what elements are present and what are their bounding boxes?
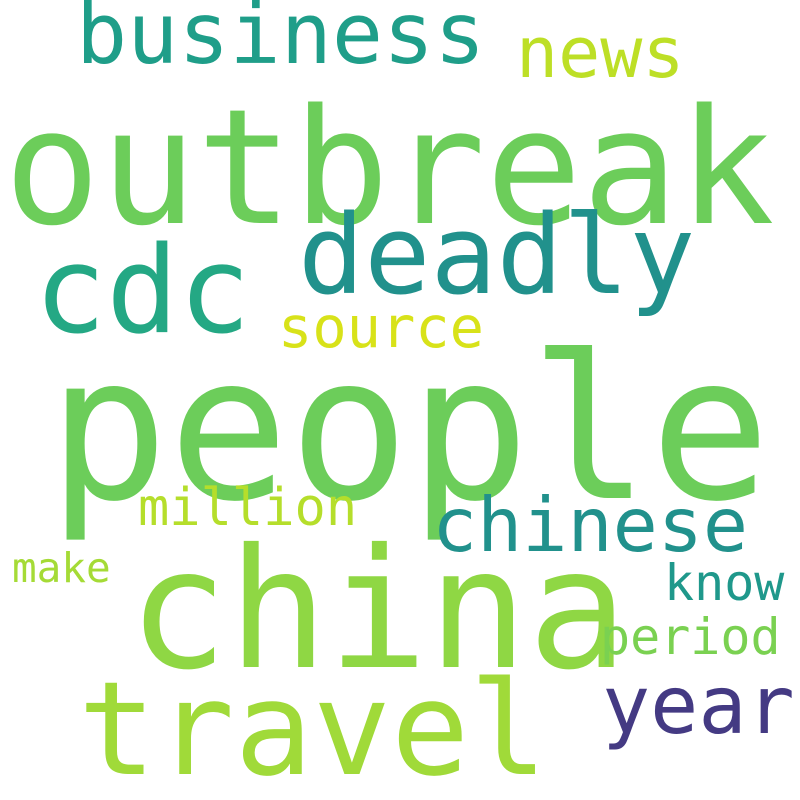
word-million: million bbox=[138, 478, 358, 538]
word-business: business bbox=[76, 0, 486, 84]
word-people: people bbox=[48, 313, 771, 546]
word-cdc: cdc bbox=[34, 222, 251, 361]
word-outbreak: outbreak bbox=[4, 74, 775, 261]
word-news: news bbox=[516, 12, 685, 94]
word-year: year bbox=[602, 659, 795, 752]
word-chinese: chinese bbox=[432, 481, 749, 569]
word-know: know bbox=[664, 554, 785, 612]
word-china: china bbox=[128, 514, 628, 707]
word-travel: travel bbox=[78, 653, 548, 800]
word-make: make bbox=[12, 544, 111, 592]
word-deadly: deadly bbox=[298, 191, 696, 319]
word-period: period bbox=[600, 608, 781, 666]
word-source: source bbox=[278, 295, 484, 361]
